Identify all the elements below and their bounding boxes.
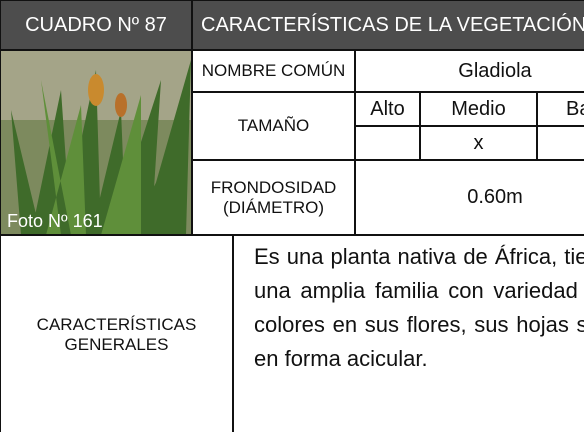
label-cell: TAMAÑO — [192, 92, 355, 160]
table-title: CARACTERÍSTICAS DE LA VEGETACIÓN — [192, 0, 584, 50]
label-cell: CARACTERÍSTICAS GENERALES — [0, 235, 233, 432]
photo: Foto Nº 161 — [0, 50, 192, 235]
size-option: Alto — [355, 92, 420, 126]
label-line: (DIÁMETRO) — [222, 197, 325, 217]
text-cell: Es una planta nativa de África, tiene un… — [233, 235, 584, 432]
size-mark-cell: x — [420, 126, 537, 160]
label-line: GENERALES — [64, 335, 169, 354]
label-line: FRONDOSIDAD — [210, 177, 337, 197]
label-cell: FRONDOSIDAD (DIÁMETRO) — [192, 160, 355, 235]
label-line: CARACTERÍSTICAS — [36, 315, 197, 334]
table-number: CUADRO Nº 87 — [0, 0, 192, 50]
size-option: Bajo — [537, 92, 584, 126]
value-cell: Gladiola — [355, 50, 584, 92]
value-cell: 0.60m — [355, 160, 584, 235]
size-mark-cell — [355, 126, 420, 160]
size-option: Medio — [420, 92, 537, 126]
label-cell: NOMBRE COMÚN — [192, 50, 355, 92]
size-mark-cell — [537, 126, 584, 160]
general-text: Es una planta nativa de África, tiene un… — [254, 244, 584, 371]
photo-caption: Foto Nº 161 — [7, 211, 103, 231]
photo-image — [1, 51, 191, 234]
